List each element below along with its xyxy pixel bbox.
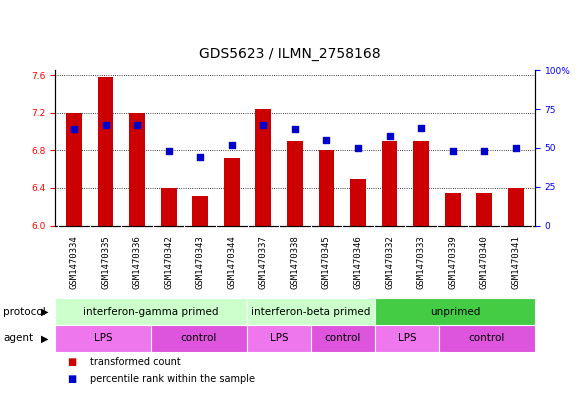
Text: GSM1470339: GSM1470339	[448, 235, 457, 289]
Text: control: control	[181, 333, 217, 343]
Text: protocol: protocol	[3, 307, 46, 317]
Bar	[129, 113, 145, 226]
Text: GSM1470340: GSM1470340	[480, 235, 489, 289]
Text: GSM1470333: GSM1470333	[416, 235, 426, 289]
Text: interferon-beta primed: interferon-beta primed	[251, 307, 371, 317]
Bar	[255, 109, 271, 226]
Text: agent: agent	[3, 333, 33, 343]
Bar	[375, 325, 439, 352]
Point	[132, 121, 142, 128]
Bar	[476, 193, 492, 226]
Text: ▶: ▶	[41, 307, 48, 317]
Text: GSM1470343: GSM1470343	[196, 235, 205, 289]
Point	[322, 137, 331, 143]
Point	[259, 121, 268, 128]
Text: GSM1470345: GSM1470345	[322, 235, 331, 289]
Bar	[318, 150, 335, 226]
Bar	[55, 325, 151, 352]
Point	[70, 126, 79, 132]
Text: unprimed: unprimed	[430, 307, 480, 317]
Text: interferon-gamma primed: interferon-gamma primed	[84, 307, 219, 317]
Bar	[224, 158, 240, 226]
Text: LPS: LPS	[397, 333, 416, 343]
Text: LPS: LPS	[94, 333, 113, 343]
Bar	[445, 193, 461, 226]
Text: GDS5623 / ILMN_2758168: GDS5623 / ILMN_2758168	[199, 46, 381, 61]
Bar	[97, 77, 114, 226]
Bar	[247, 325, 311, 352]
Bar	[55, 298, 247, 325]
Text: GSM1470344: GSM1470344	[227, 235, 236, 289]
Text: control: control	[325, 333, 361, 343]
Point	[448, 148, 458, 154]
Bar	[508, 188, 524, 226]
Text: GSM1470337: GSM1470337	[259, 235, 268, 289]
Text: percentile rank within the sample: percentile rank within the sample	[90, 374, 255, 384]
Text: GSM1470332: GSM1470332	[385, 235, 394, 289]
Text: ■: ■	[67, 374, 76, 384]
Point	[195, 154, 205, 160]
Text: GSM1470342: GSM1470342	[164, 235, 173, 289]
Text: transformed count: transformed count	[90, 357, 180, 367]
Bar	[350, 178, 366, 226]
Bar	[287, 141, 303, 226]
Text: ▶: ▶	[41, 333, 48, 343]
Bar	[375, 298, 535, 325]
Bar	[66, 113, 82, 226]
Bar	[414, 141, 429, 226]
Text: GSM1470341: GSM1470341	[512, 235, 520, 289]
Bar	[247, 298, 375, 325]
Text: GSM1470346: GSM1470346	[354, 235, 362, 289]
Text: GSM1470336: GSM1470336	[133, 235, 142, 289]
Bar	[193, 196, 208, 226]
Bar	[382, 141, 397, 226]
Point	[511, 145, 520, 151]
Text: GSM1470335: GSM1470335	[101, 235, 110, 289]
Text: control: control	[469, 333, 505, 343]
Point	[385, 132, 394, 139]
Point	[101, 121, 110, 128]
Text: GSM1470338: GSM1470338	[291, 235, 299, 289]
Point	[353, 145, 362, 151]
Bar	[151, 325, 247, 352]
Bar	[161, 188, 176, 226]
Point	[416, 125, 426, 131]
Text: ■: ■	[67, 357, 76, 367]
Bar	[311, 325, 375, 352]
Point	[227, 142, 237, 148]
Point	[480, 148, 489, 154]
Text: LPS: LPS	[270, 333, 288, 343]
Point	[164, 148, 173, 154]
Point	[290, 126, 299, 132]
Bar	[439, 325, 535, 352]
Text: GSM1470334: GSM1470334	[70, 235, 78, 289]
